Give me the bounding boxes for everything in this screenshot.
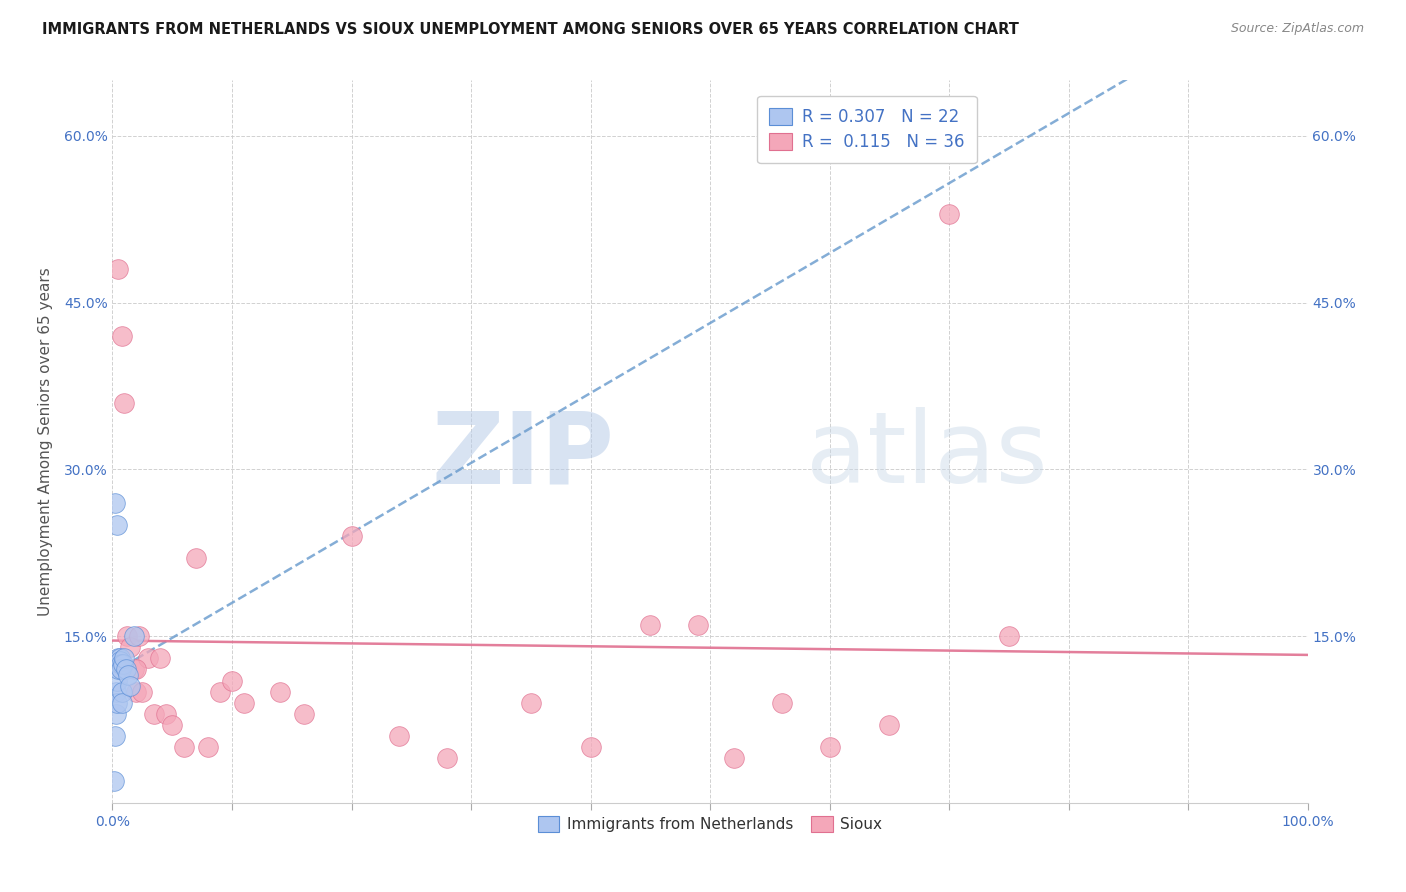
Text: IMMIGRANTS FROM NETHERLANDS VS SIOUX UNEMPLOYMENT AMONG SENIORS OVER 65 YEARS CO: IMMIGRANTS FROM NETHERLANDS VS SIOUX UNE… [42,22,1019,37]
Point [108,653,131,667]
Point [197,740,219,755]
Point [104,729,127,743]
Legend: Immigrants from Netherlands, Sioux: Immigrants from Netherlands, Sioux [531,810,889,838]
Point [770,696,793,710]
Point [120,679,142,693]
Point [131,684,153,698]
Point [107,651,129,665]
Point [111,684,134,698]
Point [122,629,145,643]
Point [117,668,139,682]
Point [879,718,901,732]
Point [209,684,232,698]
Point [688,618,710,632]
Point [111,696,134,710]
Point [125,662,148,676]
Point [103,773,125,788]
Point [105,696,128,710]
Point [998,629,1021,643]
Point [110,657,132,671]
Point [186,551,208,566]
Point [938,207,960,221]
Point [155,706,177,721]
Text: Source: ZipAtlas.com: Source: ZipAtlas.com [1230,22,1364,36]
Y-axis label: Unemployment Among Seniors over 65 years: Unemployment Among Seniors over 65 years [38,268,52,615]
Point [340,529,363,543]
Point [149,651,172,665]
Point [107,662,129,676]
Point [125,684,148,698]
Point [108,651,131,665]
Point [114,662,136,676]
Point [138,651,160,665]
Point [105,517,128,532]
Point [104,496,127,510]
Point [292,706,315,721]
Point [105,706,128,721]
Point [723,751,745,765]
Point [105,673,128,688]
Point [143,706,166,721]
Point [579,740,602,755]
Point [436,751,458,765]
Point [388,729,411,743]
Point [105,684,128,698]
Point [110,662,132,676]
Point [640,618,662,632]
Point [818,740,841,755]
Point [173,740,195,755]
Point [114,395,135,409]
Point [520,696,543,710]
Point [269,684,291,698]
Point [128,629,150,643]
Text: ZIP: ZIP [432,408,614,505]
Point [114,651,135,665]
Point [120,640,142,655]
Point [107,262,129,277]
Point [162,718,183,732]
Point [122,662,145,676]
Point [115,629,138,643]
Text: atlas: atlas [806,408,1047,505]
Point [112,657,135,671]
Point [233,696,256,710]
Point [221,673,243,688]
Point [111,329,134,343]
